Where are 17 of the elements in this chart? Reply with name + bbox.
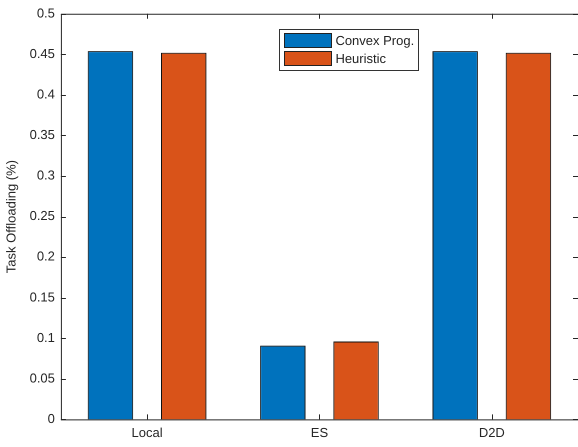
y-tick-label: 0.35	[30, 127, 55, 142]
y-tick-label: 0.5	[36, 5, 55, 20]
legend-label: Heuristic	[335, 51, 386, 66]
y-tick-label: 0	[48, 410, 55, 426]
y-tick-label: 0.3	[36, 168, 55, 183]
legend-label: Convex Prog.	[335, 33, 414, 48]
y-tick-label: 0.2	[36, 248, 55, 264]
y-tick-label: 0.25	[30, 208, 55, 224]
y-axis-title: Task Offloading (%)	[3, 160, 18, 274]
y-tick-label: 0.1	[36, 330, 55, 345]
x-tick-label: ES	[310, 424, 328, 440]
y-tick-label: 0.45	[30, 46, 55, 61]
x-tick-label: Local	[132, 424, 163, 440]
y-tick-label: 0.15	[30, 289, 55, 304]
x-tick-label: D2D	[478, 424, 505, 440]
y-tick-label: 0.4	[36, 86, 55, 102]
y-tick-label: 0.05	[30, 370, 55, 386]
